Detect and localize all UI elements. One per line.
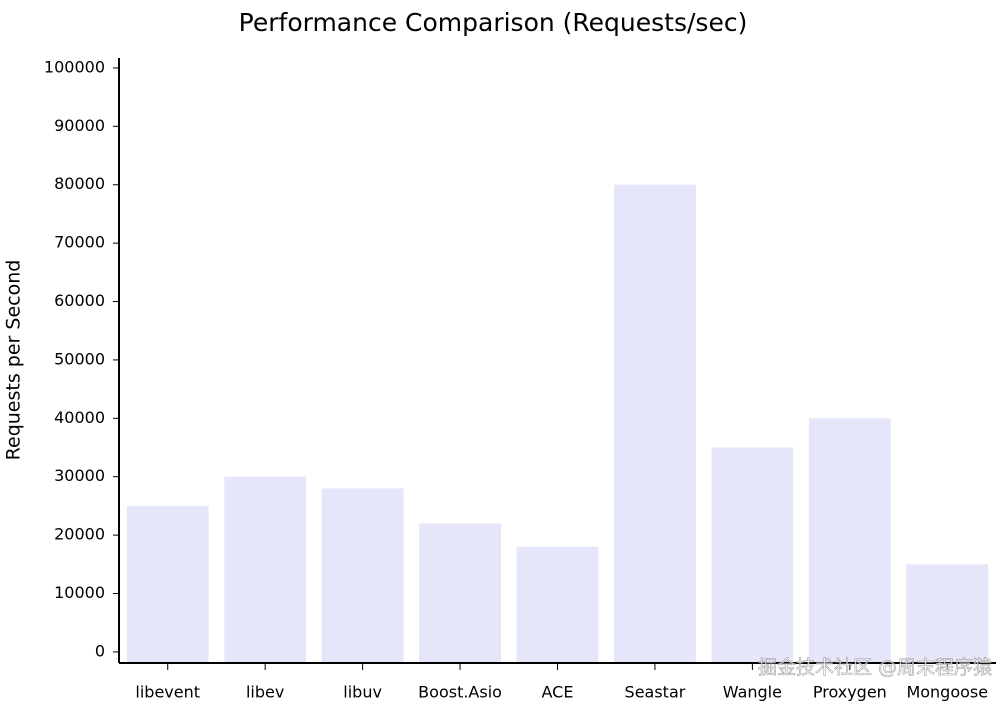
x-tick-label: libevent [135, 683, 200, 702]
y-tick-label: 0 [95, 641, 105, 660]
x-tick-label: Wangle [723, 683, 782, 702]
y-tick-label: 10000 [54, 583, 105, 602]
bar [419, 523, 501, 663]
x-tick-label: Seastar [625, 683, 686, 702]
y-axis-label: Requests per Second [3, 260, 25, 461]
x-tick-label: libev [246, 683, 284, 702]
y-tick-label: 40000 [54, 408, 105, 427]
bar [224, 476, 307, 663]
chart-title: Performance Comparison (Requests/sec) [239, 8, 748, 37]
bar [906, 564, 989, 663]
y-tick-label: 70000 [54, 233, 105, 252]
y-tick-label: 20000 [54, 525, 105, 544]
x-tick-label: Proxygen [813, 683, 887, 702]
bar [516, 546, 599, 663]
y-tick-label: 30000 [54, 466, 105, 485]
x-tick-label: ACE [542, 683, 574, 702]
bar [321, 488, 404, 663]
x-tick-label: Boost.Asio [418, 683, 502, 702]
bar [126, 505, 209, 663]
bar [711, 447, 794, 663]
y-tick-label: 100000 [44, 57, 105, 76]
x-tick-label: Mongoose [906, 683, 988, 702]
x-tick-label: libuv [343, 683, 382, 702]
bar [614, 184, 696, 664]
y-tick-label: 50000 [54, 349, 105, 368]
y-tick-label: 90000 [54, 116, 105, 135]
bar [808, 418, 891, 663]
y-tick-label: 80000 [54, 174, 105, 193]
watermark: 掘金技术社区 @周末程序猿 [758, 657, 992, 679]
y-tick-label: 60000 [54, 291, 105, 310]
